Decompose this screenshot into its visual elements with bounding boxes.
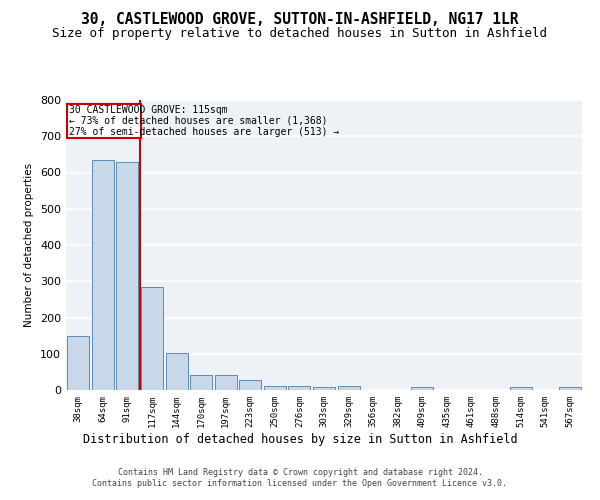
Bar [338, 386, 359, 390]
Text: Distribution of detached houses by size in Sutton in Ashfield: Distribution of detached houses by size … [83, 432, 517, 446]
Text: 27% of semi-detached houses are larger (513) →: 27% of semi-detached houses are larger (… [69, 126, 340, 136]
Bar [67, 104, 141, 138]
Bar [215, 375, 237, 390]
Y-axis label: Number of detached properties: Number of detached properties [25, 163, 34, 327]
Bar [559, 388, 581, 390]
Bar [509, 388, 532, 390]
Bar [67, 336, 89, 390]
Text: 30 CASTLEWOOD GROVE: 115sqm: 30 CASTLEWOOD GROVE: 115sqm [69, 105, 228, 115]
Bar [141, 286, 163, 390]
Bar [190, 375, 212, 390]
Text: ← 73% of detached houses are smaller (1,368): ← 73% of detached houses are smaller (1,… [69, 116, 328, 126]
Bar [289, 386, 310, 390]
Text: Contains HM Land Registry data © Crown copyright and database right 2024.
Contai: Contains HM Land Registry data © Crown c… [92, 468, 508, 487]
Bar [239, 380, 262, 390]
Bar [411, 388, 433, 390]
Bar [92, 160, 114, 390]
Text: Size of property relative to detached houses in Sutton in Ashfield: Size of property relative to detached ho… [53, 28, 548, 40]
Bar [166, 353, 188, 390]
Bar [264, 386, 286, 390]
Bar [313, 388, 335, 390]
Text: 30, CASTLEWOOD GROVE, SUTTON-IN-ASHFIELD, NG17 1LR: 30, CASTLEWOOD GROVE, SUTTON-IN-ASHFIELD… [81, 12, 519, 28]
Bar [116, 162, 139, 390]
